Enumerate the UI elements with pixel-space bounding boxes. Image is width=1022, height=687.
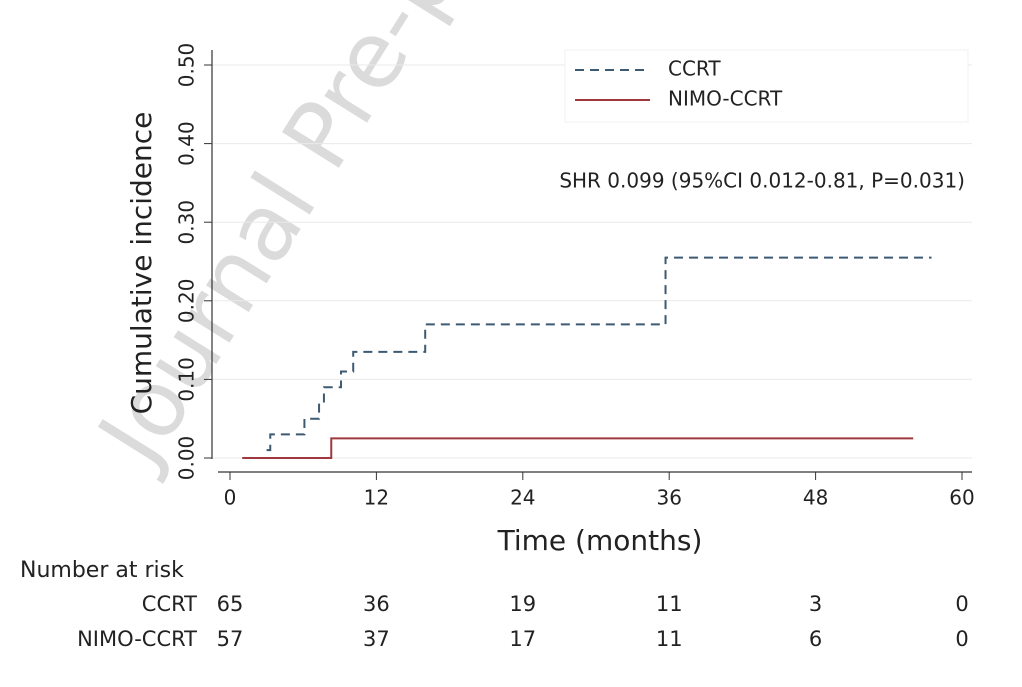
step-line [242,437,914,459]
risk-value: 3 [809,592,822,616]
annotation: SHR 0.099 (95%CI 0.012-0.81, P=0.031) [559,169,965,193]
risk-value: 11 [656,627,683,651]
risk-value: 17 [509,627,536,651]
risk-value: 0 [955,627,968,651]
risk-value: 0 [955,592,968,616]
legend-label: NIMO-CCRT [668,87,783,111]
risk-row-label: NIMO-CCRT [77,627,197,651]
risk-value: 65 [217,592,244,616]
x-tick-label: 60 [949,486,974,510]
y-tick-label: 0.20 [175,279,199,324]
x-tick-label: 36 [656,486,681,510]
risk-value: 19 [509,592,536,616]
legend-label: CCRT [668,57,721,81]
x-tick-label: 12 [364,486,389,510]
step-line [266,256,932,452]
risk-value: 11 [656,592,683,616]
y-tick-label: 0.40 [175,121,199,166]
x-tick-label: 48 [803,486,828,510]
risk-value: 57 [217,627,244,651]
risk-value: 36 [363,592,390,616]
risk-row-label: CCRT [142,592,197,616]
x-tick-label: 0 [224,486,237,510]
y-tick-label: 0.10 [175,357,199,402]
legend-box [564,49,969,123]
risk-table-title: Number at risk [20,558,184,583]
x-axis-title: Time (months) [497,524,703,557]
risk-value: 6 [809,627,822,651]
y-axis-title: Cumulative incidence [125,112,158,415]
y-tick-label: 0.00 [175,436,199,481]
y-tick-label: 0.50 [175,43,199,88]
y-tick-label: 0.30 [175,200,199,245]
risk-value: 37 [363,627,390,651]
x-tick-label: 24 [510,486,535,510]
